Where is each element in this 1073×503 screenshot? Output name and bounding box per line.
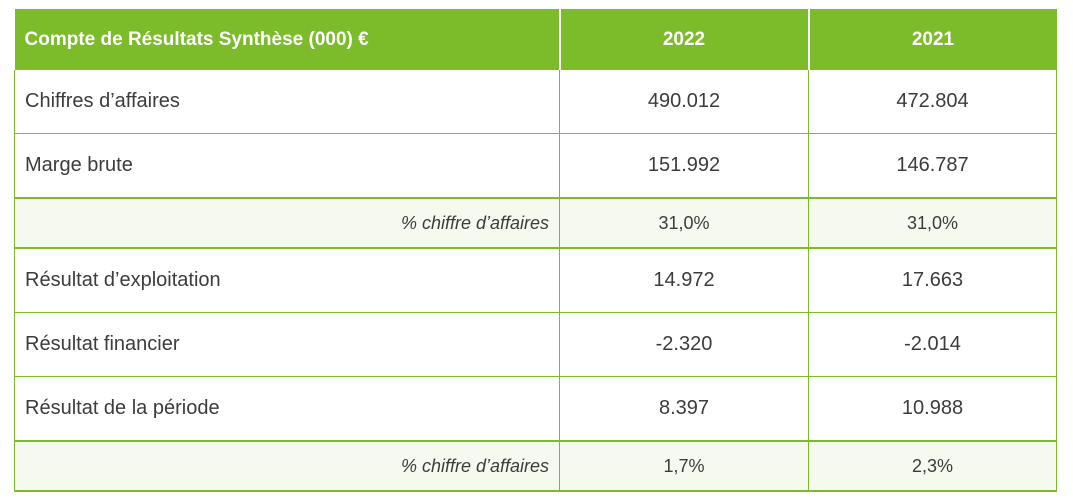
header-title: Compte de Résultats Synthèse (000) € [14, 9, 561, 70]
row-value-2022: 151.992 [559, 133, 809, 199]
row-value-2021: 17.663 [808, 247, 1057, 313]
row-value-2021: -2.014 [808, 312, 1057, 377]
row-value-2022: 8.397 [559, 376, 809, 442]
row-value-2022: 490.012 [559, 70, 809, 134]
row-value-2022: -2.320 [559, 312, 809, 377]
row-value-2022: 31,0% [559, 198, 809, 249]
row-label: Résultat d’exploitation [14, 247, 560, 313]
row-label: Résultat financier [14, 312, 560, 377]
row-label: Chiffres d’affaires [14, 70, 560, 134]
row-value-2021: 472.804 [808, 70, 1057, 134]
table-row-operating-result: Résultat d’exploitation 14.972 17.663 [14, 247, 1057, 313]
table-row-gross-margin: Marge brute 151.992 146.787 [14, 133, 1057, 199]
table-row-gross-margin-pct: % chiffre d’affaires 31,0% 31,0% [14, 198, 1057, 249]
table-header: Compte de Résultats Synthèse (000) € 202… [14, 9, 1057, 70]
row-value-2022: 1,7% [559, 441, 809, 492]
table-row-revenue: Chiffres d’affaires 490.012 472.804 [14, 70, 1057, 134]
row-value-2021: 2,3% [808, 441, 1057, 492]
row-label: Résultat de la période [14, 376, 560, 442]
row-value-2021: 10.988 [808, 376, 1057, 442]
table-row-period-result-pct: % chiffre d’affaires 1,7% 2,3% [14, 441, 1057, 492]
row-label: % chiffre d’affaires [14, 198, 560, 249]
table-row-financial-result: Résultat financier -2.320 -2.014 [14, 312, 1057, 377]
row-value-2021: 31,0% [808, 198, 1057, 249]
row-label: % chiffre d’affaires [14, 441, 560, 492]
row-value-2022: 14.972 [559, 247, 809, 313]
header-row: Compte de Résultats Synthèse (000) € 202… [14, 9, 1057, 70]
header-year-2022: 2022 [559, 9, 810, 70]
income-statement-table: Compte de Résultats Synthèse (000) € 202… [14, 9, 1057, 492]
table-body: Chiffres d’affaires 490.012 472.804 Marg… [14, 70, 1057, 492]
row-label: Marge brute [14, 133, 560, 199]
row-value-2021: 146.787 [808, 133, 1057, 199]
header-year-2021: 2021 [808, 9, 1057, 70]
table-row-period-result: Résultat de la période 8.397 10.988 [14, 376, 1057, 442]
